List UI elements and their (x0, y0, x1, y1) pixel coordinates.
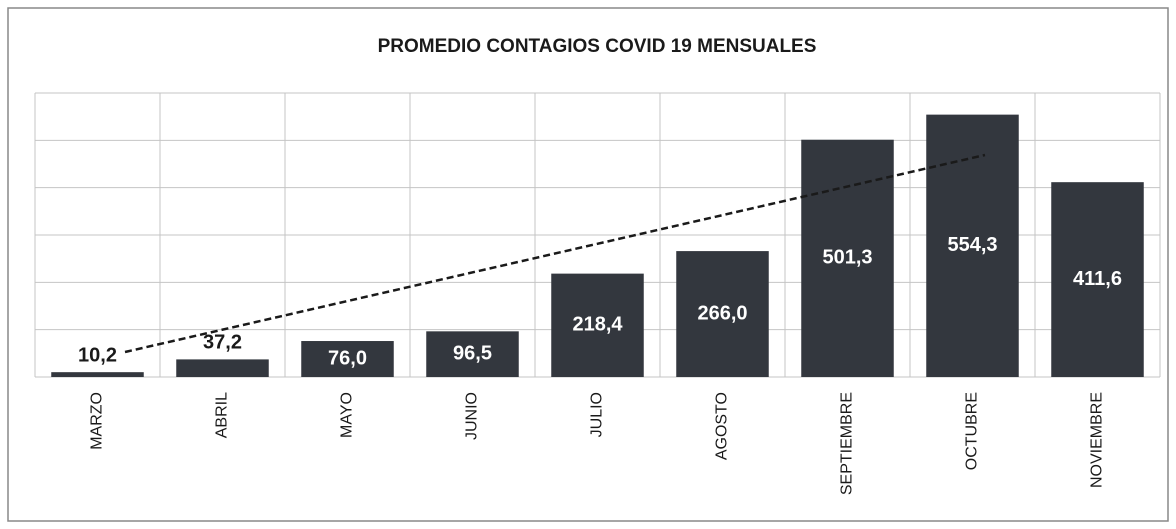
value-label: 501,3 (822, 247, 872, 269)
labels: 10,2 MARZO 37,2 ABRIL 76,0 MAYO 96,5 JUNIO 218,4… (78, 234, 1122, 495)
x-tick-label: NOVIEMBRE (1089, 392, 1106, 488)
bar (676, 251, 769, 377)
value-label: 218,4 (572, 314, 623, 336)
x-tick-label: ABRIL (214, 392, 231, 438)
x-tick-label: JULIO (589, 392, 606, 437)
bar (51, 372, 144, 377)
value-label: 10,2 (78, 344, 117, 366)
value-label: 76,0 (328, 347, 367, 369)
bars (51, 114, 1144, 377)
chart-title: PROMEDIO CONTAGIOS COVID 19 MENSUALES (378, 36, 817, 57)
x-tick-label: MAYO (339, 392, 356, 438)
value-label: 37,2 (203, 332, 242, 354)
value-label: 554,3 (947, 234, 997, 256)
x-tick-label: AGOSTO (714, 392, 731, 460)
value-label: 411,6 (1073, 268, 1122, 290)
bar (176, 359, 269, 377)
x-tick-label: SEPTIEMBRE (839, 392, 856, 495)
bar (426, 331, 519, 377)
x-tick-label: OCTUBRE (964, 392, 981, 470)
value-label: 266,0 (697, 302, 747, 324)
trend-line (124, 153, 986, 354)
x-tick-label: JUNIO (464, 392, 481, 440)
x-tick-label: MARZO (89, 392, 106, 450)
bar (301, 341, 394, 377)
value-label: 96,5 (453, 342, 492, 364)
bar (1051, 182, 1144, 377)
bar (551, 273, 644, 377)
